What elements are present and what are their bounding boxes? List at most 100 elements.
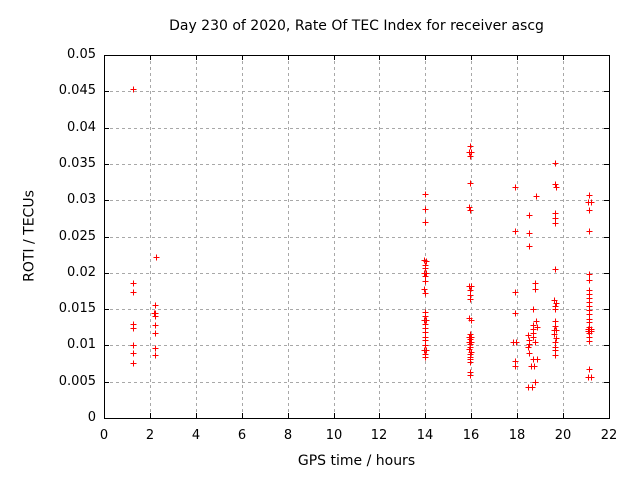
data-point-marker — [422, 354, 429, 361]
data-point-marker — [586, 207, 593, 214]
data-point-marker — [513, 339, 520, 346]
y-tick-label: 0.05 — [67, 47, 96, 62]
data-point-marker — [152, 352, 159, 359]
data-point-marker — [130, 342, 137, 349]
x-tick-label: 18 — [508, 428, 526, 443]
y-tick-label: 0.005 — [58, 374, 96, 389]
y-tick-label: 0 — [87, 410, 96, 425]
data-point-marker — [532, 379, 539, 386]
data-point-marker — [467, 207, 474, 214]
data-point-marker — [422, 219, 429, 226]
y-tick-label: 0.03 — [67, 192, 96, 207]
data-point-marker — [530, 334, 537, 341]
data-point-marker — [532, 339, 539, 346]
data-point-marker — [423, 270, 430, 277]
data-point-marker — [526, 243, 533, 250]
y-tick-label: 0.045 — [58, 83, 96, 98]
data-point-marker — [534, 324, 541, 331]
y-tick-label: 0.01 — [67, 337, 96, 352]
data-point-marker — [552, 352, 559, 359]
data-point-marker — [512, 363, 519, 370]
data-point-marker — [130, 350, 137, 357]
x-tick-label: 12 — [370, 428, 388, 443]
data-point-marker — [552, 220, 559, 227]
data-point-marker — [525, 332, 532, 339]
y-tick-label: 0.02 — [67, 265, 96, 280]
data-point-marker — [130, 325, 137, 332]
data-point-marker — [468, 149, 475, 156]
data-point-marker — [553, 335, 560, 342]
data-point-marker — [467, 296, 474, 303]
x-tick-label: 8 — [283, 428, 293, 443]
x-tick-label: 0 — [99, 428, 109, 443]
data-point-marker — [552, 306, 559, 313]
data-point-marker — [530, 306, 537, 313]
data-point-marker — [130, 360, 137, 367]
data-point-marker — [553, 327, 560, 334]
data-point-marker — [586, 192, 593, 199]
x-axis-label: GPS time / hours — [297, 453, 416, 469]
data-point-marker — [588, 374, 595, 381]
data-point-marker — [152, 302, 159, 309]
data-point-marker — [529, 384, 536, 391]
data-point-marker — [526, 350, 533, 357]
data-point-marker — [152, 330, 159, 337]
data-point-marker — [551, 331, 558, 338]
data-point-marker — [422, 191, 429, 198]
x-tick-label: 4 — [191, 428, 201, 443]
data-point-marker — [531, 363, 538, 370]
x-tick-label: 6 — [237, 428, 247, 443]
x-tick-label: 22 — [600, 428, 618, 443]
data-point-marker — [423, 258, 430, 265]
data-point-marker — [421, 286, 428, 293]
data-point-marker — [532, 286, 539, 293]
data-point-marker — [586, 228, 593, 235]
data-point-marker — [130, 86, 137, 93]
data-point-marker — [553, 184, 560, 191]
x-tick-label: 20 — [554, 428, 572, 443]
data-point-marker — [467, 372, 474, 379]
x-tick-label: 10 — [325, 428, 343, 443]
data-point-marker — [422, 265, 429, 272]
data-point-marker — [422, 313, 429, 320]
data-point-marker — [526, 230, 533, 237]
data-point-marker — [534, 356, 541, 363]
data-point-marker — [586, 338, 593, 345]
x-tick-label: 14 — [416, 428, 434, 443]
data-point-marker — [526, 212, 533, 219]
data-point-marker — [468, 283, 475, 290]
data-point-marker — [153, 254, 160, 261]
data-point-marker — [526, 341, 533, 348]
data-point-marker — [552, 181, 559, 188]
data-point-marker — [468, 317, 475, 324]
data-point-marker — [130, 280, 137, 287]
data-point-marker — [586, 271, 593, 278]
data-point-marker — [422, 278, 429, 285]
y-tick-label: 0.04 — [67, 120, 96, 135]
x-tick-label: 2 — [145, 428, 155, 443]
data-point-marker — [152, 313, 159, 320]
data-point-marker — [422, 342, 429, 349]
data-point-marker — [422, 290, 429, 297]
data-point-marker — [512, 289, 519, 296]
data-point-marker — [552, 323, 559, 330]
data-point-marker — [467, 180, 474, 187]
data-point-marker — [466, 204, 473, 211]
data-point-marker — [152, 322, 159, 329]
data-point-marker — [422, 206, 429, 213]
axis-tick-marks — [104, 55, 610, 419]
data-point-marker — [533, 193, 540, 200]
data-point-marker — [423, 317, 430, 324]
data-point-marker — [553, 300, 560, 307]
data-point-marker — [586, 366, 593, 373]
data-point-marker — [467, 153, 474, 160]
data-point-marker — [533, 318, 540, 325]
data-point-marker — [512, 228, 519, 235]
data-point-marker — [532, 280, 539, 287]
data-point-marker — [423, 347, 430, 354]
y-tick-label: 0.025 — [58, 229, 96, 244]
data-point-marker — [586, 277, 593, 284]
data-point-marker — [130, 289, 137, 296]
